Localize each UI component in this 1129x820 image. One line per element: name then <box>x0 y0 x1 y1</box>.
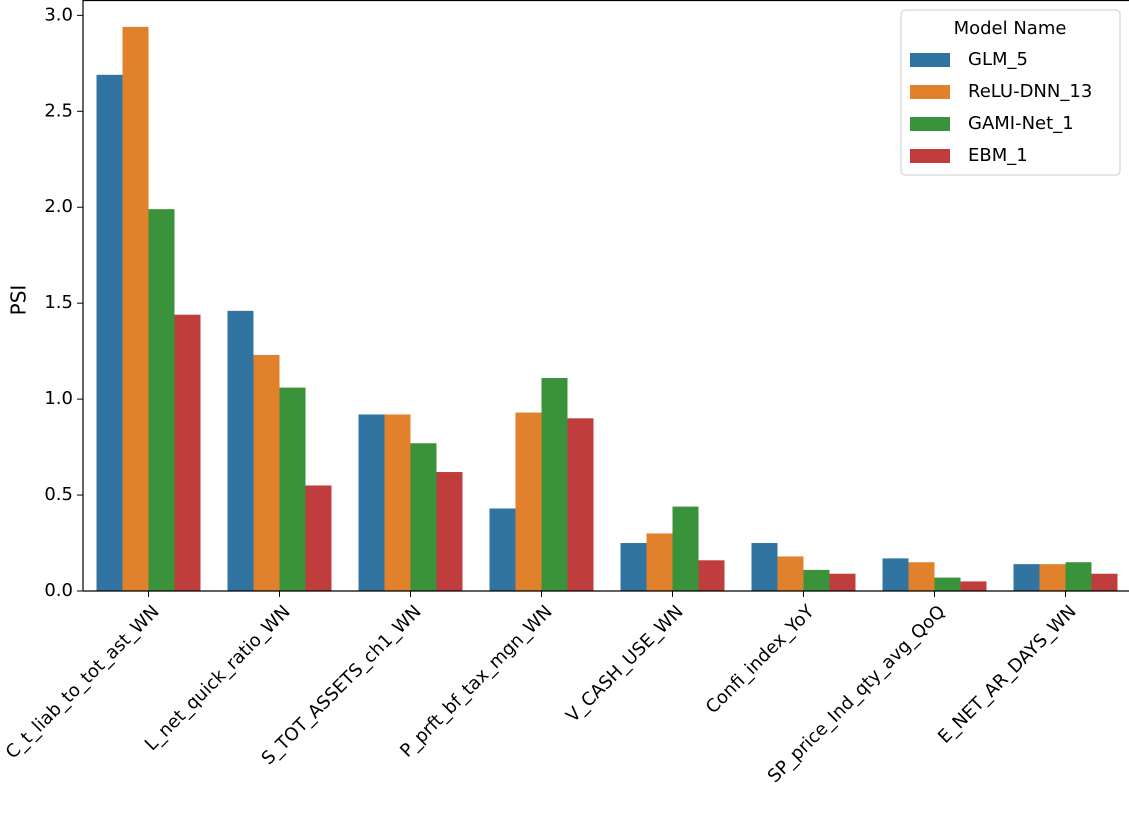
y-tick-label: 3.0 <box>44 4 73 25</box>
bar <box>1039 564 1066 591</box>
legend: Model Name GLM_5 ReLU-DNN_13 GAMI-Net_1 EBM_… <box>900 9 1121 176</box>
y-tick-label: 0.0 <box>44 580 73 601</box>
legend-title: Model Name <box>954 18 1067 39</box>
bar <box>646 533 673 591</box>
bar <box>751 543 778 591</box>
bar <box>358 414 385 591</box>
bar <box>122 26 149 591</box>
bar <box>279 387 306 591</box>
bar <box>803 569 830 591</box>
bar <box>1091 573 1118 591</box>
bar <box>1065 562 1092 591</box>
bar <box>620 543 647 591</box>
y-axis-label: PSI <box>7 285 31 316</box>
bar <box>96 74 123 592</box>
bar <box>698 560 725 591</box>
legend-label: EBM_1 <box>968 145 1028 166</box>
bar <box>829 573 856 591</box>
bar <box>384 414 411 591</box>
bar <box>960 581 987 591</box>
x-tick-label: C_t_liab_to_tot_ast_WN <box>2 601 164 763</box>
bar <box>541 378 568 591</box>
x-tick-label: L_net_quick_ratio_WN <box>141 601 295 755</box>
bar <box>672 506 699 591</box>
y-tick-label: 1.5 <box>44 292 73 313</box>
bar <box>253 354 280 591</box>
y-tick-label: 2.0 <box>44 196 73 217</box>
x-tick-label: Confi_index_YoY <box>702 601 820 719</box>
legend-box <box>900 9 1121 176</box>
bar <box>515 412 542 591</box>
legend-label: ReLU-DNN_13 <box>968 81 1092 102</box>
y-tick-label: 1.0 <box>44 388 73 409</box>
bar <box>410 443 437 591</box>
y-tick-label: 0.5 <box>44 484 73 505</box>
bar <box>148 209 175 592</box>
bar <box>777 556 804 591</box>
bar <box>489 508 516 591</box>
legend-swatch <box>910 149 950 163</box>
legend-swatch <box>910 85 950 99</box>
x-tick-label: P_prft_bf_tax_mgn_WN <box>396 601 556 761</box>
bar <box>174 314 201 591</box>
legend-label: GLM_5 <box>968 49 1028 70</box>
bar <box>436 472 463 591</box>
bar <box>934 577 961 591</box>
x-tick-label: V_CASH_USE_WN <box>562 601 687 726</box>
bar <box>567 418 594 591</box>
legend-label: GAMI-Net_1 <box>968 113 1074 134</box>
legend-swatch <box>910 53 950 67</box>
y-tick-label: 2.5 <box>44 100 73 121</box>
bar <box>908 562 935 591</box>
legend-swatch <box>910 117 950 131</box>
bar <box>882 558 909 591</box>
bar <box>1013 564 1040 591</box>
bar <box>305 485 332 591</box>
bar <box>227 310 254 591</box>
x-tick-label: E_NET_AR_DAYS_WN <box>934 601 1080 747</box>
